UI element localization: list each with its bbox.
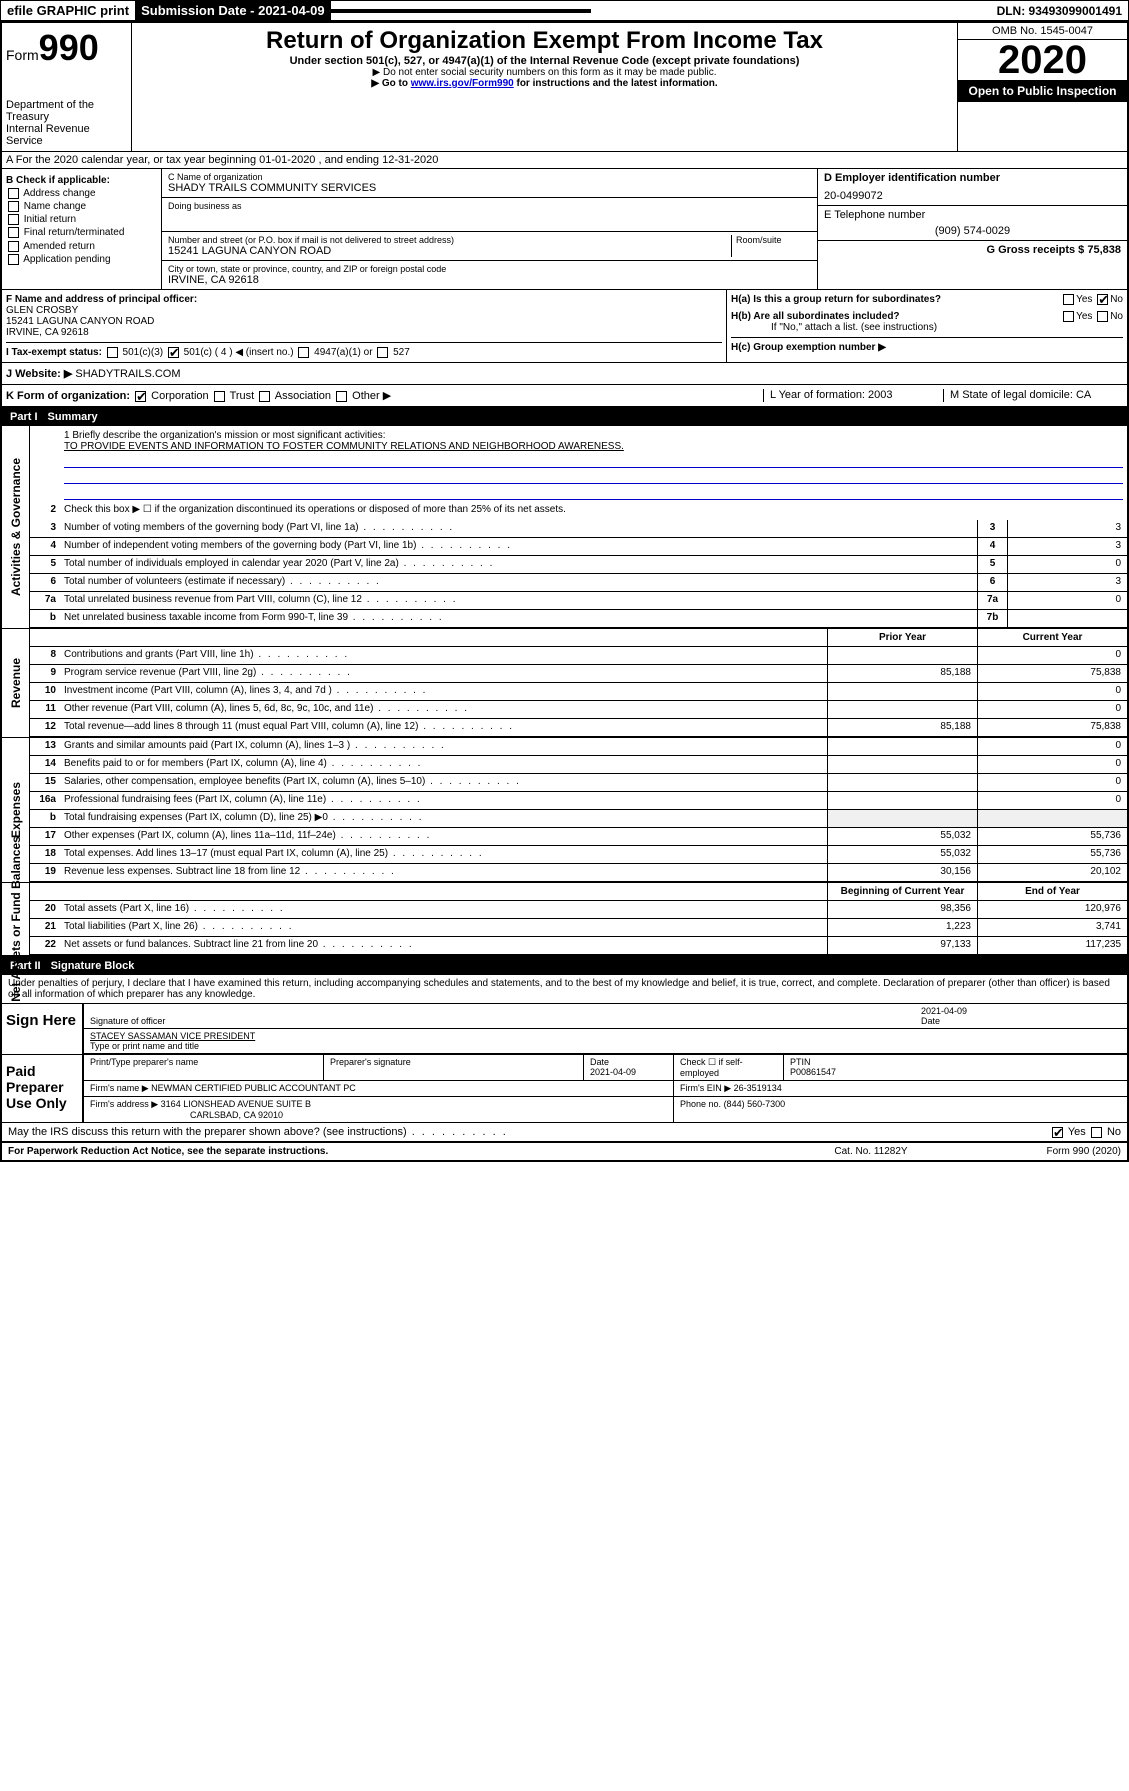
table-row: 10Investment income (Part VIII, column (… — [30, 683, 1127, 701]
table-row: 11Other revenue (Part VIII, column (A), … — [30, 701, 1127, 719]
table-row: 8Contributions and grants (Part VIII, li… — [30, 647, 1127, 665]
check-corp[interactable] — [135, 391, 146, 402]
discuss-no[interactable] — [1091, 1127, 1102, 1138]
table-row: 4Number of independent voting members of… — [30, 538, 1127, 556]
officer-signature-name: STACEY SASSAMAN VICE PRESIDENT — [90, 1031, 1121, 1041]
form-title: Return of Organization Exempt From Incom… — [136, 27, 953, 55]
discuss-row: May the IRS discuss this return with the… — [2, 1123, 1127, 1142]
k-row: K Form of organization: Corporation Trus… — [2, 385, 1127, 408]
officer-name: GLEN CROSBY — [6, 305, 722, 316]
table-row: bTotal fundraising expenses (Part IX, co… — [30, 810, 1127, 828]
check-501c[interactable] — [168, 347, 179, 358]
paid-preparer-row: Paid Preparer Use Only Print/Type prepar… — [2, 1055, 1127, 1123]
ein-value: 20-0499072 — [824, 190, 1121, 202]
table-row: 13Grants and similar amounts paid (Part … — [30, 738, 1127, 756]
table-row: 12Total revenue—add lines 8 through 11 (… — [30, 719, 1127, 737]
dept-irs: Internal Revenue Service — [6, 123, 127, 147]
fh-row: F Name and address of principal officer:… — [2, 290, 1127, 363]
blank-button[interactable] — [331, 9, 591, 13]
footer-row: For Paperwork Reduction Act Notice, see … — [2, 1142, 1127, 1160]
top-bar: efile GRAPHIC print Submission Date - 20… — [0, 0, 1129, 21]
table-row: 16aProfessional fundraising fees (Part I… — [30, 792, 1127, 810]
website-value: SHADYTRAILS.COM — [75, 368, 180, 380]
ssn-note: ▶ Do not enter social security numbers o… — [136, 67, 953, 78]
check-assoc[interactable] — [259, 391, 270, 402]
mission-text: TO PROVIDE EVENTS AND INFORMATION TO FOS… — [64, 441, 1123, 452]
open-public-badge: Open to Public Inspection — [958, 80, 1127, 102]
check-501c3[interactable] — [107, 347, 118, 358]
table-row: 5Total number of individuals employed in… — [30, 556, 1127, 574]
check-527[interactable] — [377, 347, 388, 358]
form-subtitle: Under section 501(c), 527, or 4947(a)(1)… — [136, 55, 953, 67]
org-address: 15241 LAGUNA CANYON ROAD — [168, 245, 731, 257]
form-number: Form990 — [6, 27, 127, 69]
table-row: 15Salaries, other compensation, employee… — [30, 774, 1127, 792]
part2-header: Part II Signature Block — [2, 957, 1127, 975]
table-row: 9Program service revenue (Part VIII, lin… — [30, 665, 1127, 683]
phone-value: (909) 574-0029 — [824, 225, 1121, 237]
website-row: J Website: ▶ SHADYTRAILS.COM — [2, 363, 1127, 385]
sign-here-row: Sign Here Signature of officer 2021-04-0… — [2, 1004, 1127, 1055]
form-header: Form990 Department of the Treasury Inter… — [2, 23, 1127, 152]
table-row: 19Revenue less expenses. Subtract line 1… — [30, 864, 1127, 882]
table-row: 17Other expenses (Part IX, column (A), l… — [30, 828, 1127, 846]
row-a-period: A For the 2020 calendar year, or tax yea… — [2, 152, 1127, 169]
org-info-block: C Name of organization SHADY TRAILS COMM… — [162, 169, 817, 289]
netassets-section: Net Assets or Fund Balances Beginning of… — [2, 883, 1127, 957]
table-row: 6Total number of volunteers (estimate if… — [30, 574, 1127, 592]
table-row: 21Total liabilities (Part X, line 26)1,2… — [30, 919, 1127, 937]
perjury-statement: Under penalties of perjury, I declare th… — [2, 975, 1127, 1004]
check-final[interactable]: Final return/terminated — [6, 227, 157, 238]
irs-link[interactable]: www.irs.gov/Form990 — [411, 78, 514, 89]
check-trust[interactable] — [214, 391, 225, 402]
table-row: 14Benefits paid to or for members (Part … — [30, 756, 1127, 774]
right-info-block: D Employer identification number 20-0499… — [817, 169, 1127, 289]
table-row: 18Total expenses. Add lines 13–17 (must … — [30, 846, 1127, 864]
part1-header: Part I Summary — [2, 408, 1127, 426]
check-name[interactable]: Name change — [6, 201, 157, 212]
section-bcd: B Check if applicable: Address change Na… — [2, 169, 1127, 290]
gross-receipts: G Gross receipts $ 75,838 — [986, 244, 1121, 256]
check-address[interactable]: Address change — [6, 188, 157, 199]
tax-year: 2020 — [958, 40, 1127, 80]
table-row: 7aTotal unrelated business revenue from … — [30, 592, 1127, 610]
expenses-section: Expenses 13Grants and similar amounts pa… — [2, 738, 1127, 883]
table-row: bNet unrelated business taxable income f… — [30, 610, 1127, 628]
efile-label: efile GRAPHIC print — [1, 1, 135, 20]
governance-section: Activities & Governance 1 Briefly descri… — [2, 426, 1127, 629]
check-4947[interactable] — [298, 347, 309, 358]
check-pending[interactable]: Application pending — [6, 254, 157, 265]
check-b-column: B Check if applicable: Address change Na… — [2, 169, 162, 289]
revenue-section: Revenue Prior Year Current Year 8Contrib… — [2, 629, 1127, 738]
dln-label: DLN: 93493099001491 — [991, 2, 1128, 20]
discuss-yes[interactable] — [1052, 1127, 1063, 1138]
submission-date-button[interactable]: Submission Date - 2021-04-09 — [135, 1, 331, 20]
check-other[interactable] — [336, 391, 347, 402]
goto-note: ▶ Go to www.irs.gov/Form990 for instruct… — [136, 78, 953, 89]
table-row: 3Number of voting members of the governi… — [30, 520, 1127, 538]
check-amended[interactable]: Amended return — [6, 241, 157, 252]
table-row: 20Total assets (Part X, line 16)98,35612… — [30, 901, 1127, 919]
table-row: 22Net assets or fund balances. Subtract … — [30, 937, 1127, 955]
check-initial[interactable]: Initial return — [6, 214, 157, 225]
org-city: IRVINE, CA 92618 — [168, 274, 811, 286]
dept-treasury: Department of the Treasury — [6, 99, 127, 123]
org-name: SHADY TRAILS COMMUNITY SERVICES — [168, 182, 811, 194]
form-frame: Form990 Department of the Treasury Inter… — [0, 21, 1129, 1162]
